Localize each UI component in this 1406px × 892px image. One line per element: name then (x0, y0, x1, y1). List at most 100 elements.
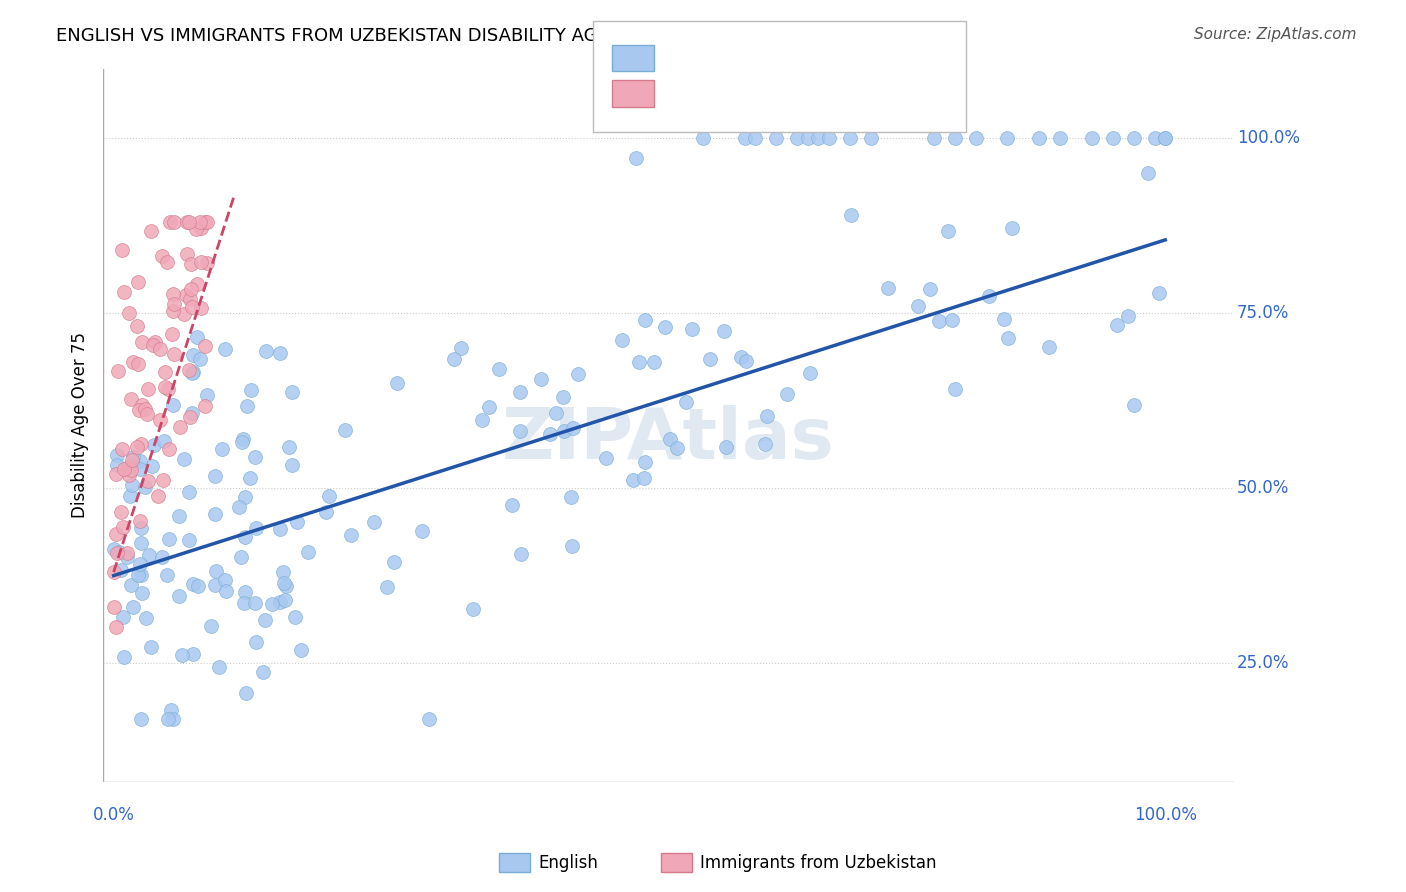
Point (621, 473, 644, 487)
Point (699, 352, 721, 367)
Point (228, 500, 250, 514)
Point (195, 215, 218, 229)
Point (146, 489, 169, 503)
Point (117, 459, 139, 474)
Point (633, 471, 655, 485)
Point (509, 385, 531, 400)
Point (176, 215, 198, 229)
Text: English: English (538, 854, 599, 871)
Point (122, 599, 145, 614)
Point (105, 467, 128, 481)
Point (169, 420, 191, 434)
Point (135, 611, 157, 625)
Point (363, 515, 385, 529)
Point (229, 549, 252, 564)
Point (245, 520, 267, 534)
Point (155, 380, 177, 394)
Point (799, 367, 821, 381)
Text: Source: ZipAtlas.com: Source: ZipAtlas.com (1194, 27, 1357, 42)
Point (159, 215, 181, 229)
Point (385, 376, 408, 390)
Point (735, 353, 758, 368)
Point (236, 399, 259, 413)
Point (654, 319, 676, 334)
Point (190, 301, 212, 316)
Point (162, 287, 184, 301)
Point (167, 589, 190, 603)
Point (488, 361, 510, 376)
Point (285, 515, 308, 529)
Point (215, 583, 238, 598)
Text: R = 0.629  N = 166: R = 0.629 N = 166 (665, 49, 827, 67)
Point (152, 249, 174, 263)
Point (765, 131, 787, 145)
Point (754, 437, 776, 451)
Point (1154, 131, 1177, 145)
Point (134, 480, 156, 494)
Point (461, 602, 484, 616)
Point (993, 312, 1015, 326)
Point (713, 324, 735, 338)
Point (131, 568, 153, 582)
Point (260, 597, 283, 611)
Point (122, 450, 145, 464)
Point (204, 578, 226, 592)
Point (233, 585, 256, 599)
Point (157, 382, 180, 396)
Point (273, 575, 295, 590)
Point (553, 391, 575, 405)
Point (235, 685, 257, 699)
Point (567, 368, 589, 382)
Point (1147, 286, 1170, 301)
Point (181, 647, 204, 661)
Point (194, 399, 217, 413)
Point (838, 131, 860, 145)
Point (252, 665, 274, 679)
Text: ENGLISH VS IMMIGRANTS FROM UZBEKISTAN DISABILITY AGE OVER 75 CORRELATION CHART: ENGLISH VS IMMIGRANTS FROM UZBEKISTAN DI… (56, 27, 894, 45)
Point (157, 442, 180, 456)
Point (180, 301, 202, 315)
Point (450, 341, 472, 355)
Point (136, 474, 159, 488)
Point (129, 454, 152, 468)
Point (142, 338, 165, 352)
Point (281, 458, 304, 472)
Point (271, 566, 294, 580)
Point (530, 372, 553, 386)
Point (211, 442, 233, 456)
Point (157, 532, 180, 546)
Point (162, 398, 184, 412)
Point (129, 536, 152, 550)
Point (214, 573, 236, 587)
Point (121, 477, 143, 491)
Point (120, 578, 142, 592)
Point (776, 387, 799, 401)
Point (179, 410, 201, 425)
Point (239, 470, 262, 484)
Point (112, 609, 135, 624)
Point (1154, 131, 1177, 145)
Point (1122, 131, 1144, 145)
Point (297, 545, 319, 559)
Point (318, 489, 340, 503)
Point (665, 442, 688, 456)
Point (105, 458, 128, 472)
Text: 100.0%: 100.0% (1133, 806, 1197, 824)
Point (659, 432, 682, 446)
Point (204, 469, 226, 483)
Point (111, 442, 134, 456)
Point (103, 600, 125, 615)
Text: 50.0%: 50.0% (1237, 479, 1289, 497)
Point (269, 346, 291, 360)
Point (411, 524, 433, 538)
Point (128, 514, 150, 528)
Point (112, 649, 135, 664)
Point (675, 395, 697, 409)
Point (110, 505, 132, 519)
Point (105, 448, 128, 462)
Point (163, 297, 186, 311)
Point (965, 131, 987, 145)
Point (730, 350, 752, 364)
Point (129, 521, 152, 535)
Point (181, 365, 204, 379)
